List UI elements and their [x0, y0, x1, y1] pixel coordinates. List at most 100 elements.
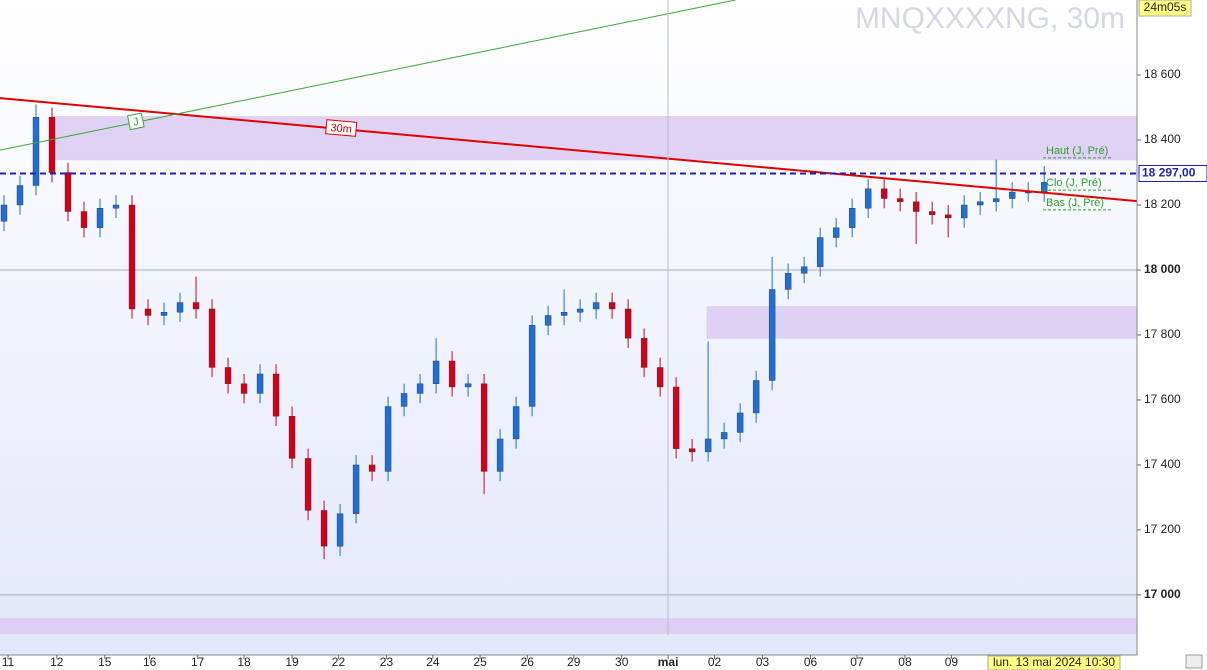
y-tick-label: 17 400 [1144, 457, 1181, 471]
x-tick-label: 15 [98, 655, 112, 669]
x-tick-label: 18 [237, 655, 251, 669]
candle-body [528, 325, 536, 407]
y-tick-label: 18 000 [1144, 262, 1181, 276]
candle-body [400, 393, 408, 407]
candle-body [880, 188, 888, 199]
candle-body [912, 201, 920, 212]
candle-body [848, 208, 856, 228]
x-tick-label: 06 [804, 655, 818, 669]
candle-body [176, 302, 184, 313]
x-tick-label: 19 [285, 655, 299, 669]
candle-body [208, 308, 216, 368]
candle-body [960, 204, 968, 219]
candle-body [96, 208, 104, 228]
x-tick-label: mai [658, 655, 679, 669]
x-tick-label: 17 [191, 655, 205, 669]
y-tick-label: 18 600 [1144, 67, 1181, 81]
candle-body [272, 373, 280, 417]
x-tick-label: 03 [756, 655, 770, 669]
y-tick-label: 17 800 [1144, 327, 1181, 341]
timer: 24m05s [1144, 0, 1187, 14]
y-tick-label: 17 000 [1144, 587, 1181, 601]
candle-body [672, 386, 680, 449]
y-tick-label: 17 200 [1144, 522, 1181, 536]
candle-body [240, 383, 248, 394]
candle-body [192, 302, 200, 310]
trendline-label-box [325, 119, 358, 137]
x-tick-label: 25 [473, 655, 487, 669]
trendline-label-box [126, 112, 145, 131]
trendline-label: 30m [330, 122, 352, 136]
x-tick-label: 02 [708, 655, 722, 669]
x-tick-label: 07 [850, 655, 864, 669]
candle-body [464, 383, 472, 388]
candle-body [896, 198, 904, 202]
x-tick-label: 23 [380, 655, 394, 669]
candle-body [144, 308, 152, 316]
candle-body [784, 273, 792, 290]
x-tick-label: 22 [332, 655, 346, 669]
candle-body [544, 315, 552, 326]
x-tick-label: 30 [615, 655, 629, 669]
candle-body [320, 510, 328, 547]
price-label: 18 297,00 [1142, 166, 1196, 180]
candle-body [16, 185, 24, 206]
candle-body [416, 383, 424, 394]
candle-body [352, 464, 360, 514]
candle-body [496, 438, 504, 472]
y-tick-label: 18 400 [1144, 132, 1181, 146]
level-label: Clo (J, Pré) [1046, 177, 1102, 189]
zone [706, 306, 1137, 339]
candle-body [736, 412, 744, 433]
candle-body [288, 415, 296, 459]
trendline [0, 97, 1138, 203]
x-tick-label: 11 [2, 655, 15, 669]
candle-body [64, 172, 72, 212]
candle-body [368, 464, 376, 472]
settings-icon[interactable] [1185, 654, 1203, 669]
candle-body [432, 360, 440, 384]
candle-body [304, 458, 312, 511]
candle-body [592, 302, 600, 310]
level-label: Haut (J, Pré) [1046, 145, 1108, 157]
zone [0, 617, 1137, 634]
candle-body [48, 117, 56, 173]
level-label: Bas (J, Pré) [1046, 197, 1104, 209]
price-label-box [1138, 164, 1207, 182]
candle-body [768, 289, 776, 381]
candle-body [752, 380, 760, 414]
x-tick-label: 12 [50, 655, 64, 669]
candle-body [384, 406, 392, 472]
candle-body [128, 204, 136, 310]
candle-body [480, 383, 488, 472]
y-tick-label: 17 600 [1144, 392, 1181, 406]
candle-body [336, 513, 344, 547]
candle-body [832, 227, 840, 238]
x-tick-label: 08 [898, 655, 912, 669]
candle-body [640, 338, 648, 368]
timer-box [1138, 0, 1192, 17]
trendline [0, 0, 736, 151]
candle-body [688, 448, 696, 453]
candle-body [448, 360, 456, 388]
candle-body [160, 312, 168, 316]
candle-body [944, 214, 952, 219]
candle-body [560, 312, 568, 316]
candle-body [624, 308, 632, 339]
candle-body [864, 188, 872, 209]
candle-body [800, 266, 808, 274]
candle-body [576, 308, 584, 313]
candle-body [992, 198, 1000, 202]
candle-body [256, 373, 264, 394]
cursor-label: lun. 13 mai 2024 10:30 [993, 655, 1115, 669]
x-tick-label: 29 [567, 655, 581, 669]
candle-body [1008, 191, 1016, 199]
x-tick-label: 09 [945, 655, 959, 669]
candle-body [976, 201, 984, 206]
candle-body [608, 302, 616, 310]
y-tick-label: 18 200 [1144, 197, 1181, 211]
cursor-label-box [987, 655, 1121, 670]
candle-body [720, 432, 728, 440]
